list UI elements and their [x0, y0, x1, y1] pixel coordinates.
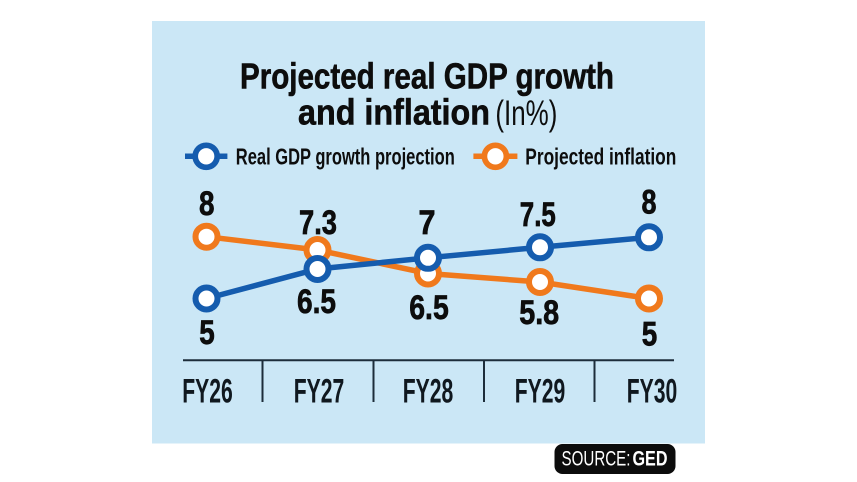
svg-text:(In%): (In%) — [495, 94, 557, 133]
svg-text:7.3: 7.3 — [299, 204, 337, 242]
svg-text:8: 8 — [199, 185, 215, 223]
svg-text:5: 5 — [199, 314, 215, 352]
svg-text:FY26: FY26 — [182, 373, 233, 411]
svg-text:FY29: FY29 — [515, 373, 566, 411]
svg-text:6.5: 6.5 — [297, 283, 336, 321]
svg-text:5: 5 — [642, 316, 658, 354]
svg-text:8: 8 — [642, 184, 657, 222]
svg-text:and inflation: and inflation — [298, 92, 490, 133]
svg-text:6.5: 6.5 — [409, 289, 449, 327]
svg-text:FY27: FY27 — [294, 373, 345, 411]
svg-text:FY30: FY30 — [627, 373, 678, 411]
svg-text:Projected real GDP growth: Projected real GDP growth — [240, 55, 614, 96]
svg-text:Real GDP growth projection: Real GDP growth projection — [236, 144, 455, 170]
svg-text:FY28: FY28 — [403, 373, 454, 411]
svg-text:Projected inflation: Projected inflation — [525, 144, 676, 170]
svg-text:GED: GED — [633, 446, 668, 470]
svg-text:5.8: 5.8 — [519, 294, 559, 332]
svg-text:SOURCE:: SOURCE: — [562, 446, 631, 470]
svg-text:7: 7 — [419, 204, 436, 242]
svg-text:7.5: 7.5 — [520, 196, 556, 234]
